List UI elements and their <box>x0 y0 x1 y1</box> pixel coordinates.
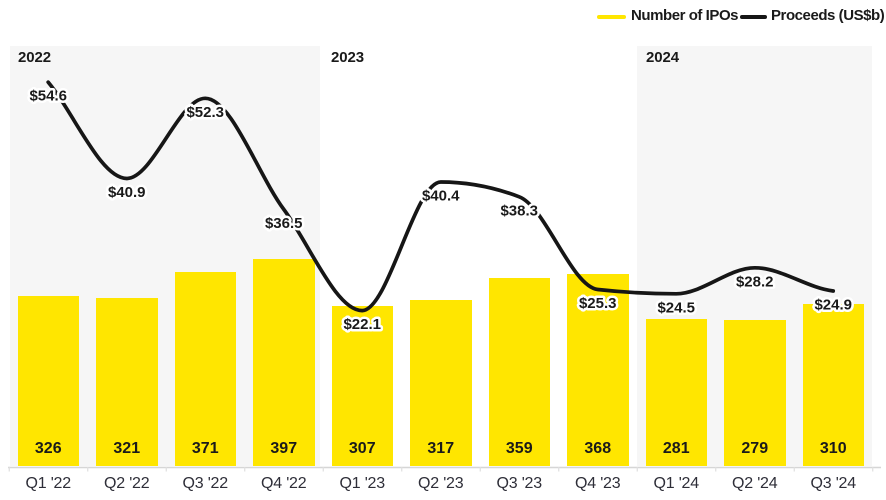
svg-text:$54.6: $54.6 <box>29 88 67 105</box>
svg-text:$24.9: $24.9 <box>814 297 852 314</box>
svg-text:$40.4: $40.4 <box>422 188 460 205</box>
svg-text:$52.3: $52.3 <box>186 104 224 121</box>
svg-text:$40.9: $40.9 <box>108 184 146 201</box>
svg-text:$36.5: $36.5 <box>265 215 303 232</box>
svg-text:$25.3: $25.3 <box>579 295 617 312</box>
svg-text:$22.1: $22.1 <box>343 316 381 333</box>
svg-text:$24.5: $24.5 <box>657 299 695 316</box>
svg-text:$28.2: $28.2 <box>736 273 774 290</box>
svg-text:$38.3: $38.3 <box>500 202 538 219</box>
